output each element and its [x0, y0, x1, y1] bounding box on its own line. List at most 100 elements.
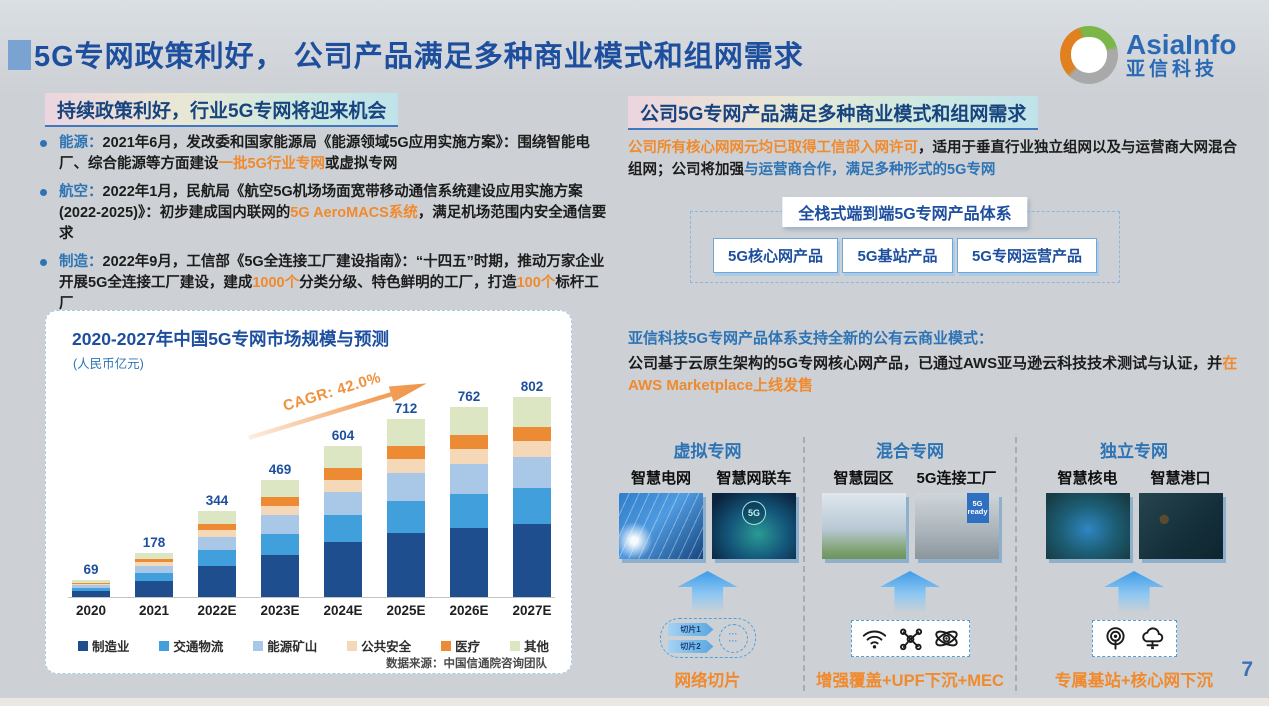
bullet-icon [40, 140, 47, 147]
network-slice-icon: 切片1 切片2 ··· ··· [659, 618, 756, 658]
cloud-heading: 亚信科技5G专网产品体系支持全新的公有云商业模式： [628, 330, 994, 347]
slice-chip: 切片1 [667, 623, 714, 636]
legend-swatch-icon [78, 640, 88, 651]
slide-title: 5G专网政策利好， 公司产品满足多种商业模式和组网需求 [34, 41, 804, 73]
legend-swatch-icon [347, 640, 358, 651]
bar-stack [135, 552, 173, 597]
bar-column: 802 [509, 379, 555, 597]
bar-segment [450, 448, 488, 464]
banner-text: 5G [972, 498, 983, 508]
text-segment: 公司所有核心网网元均已取得工信部入网许可 [628, 140, 918, 156]
chart-legend: 制造业 交通物流 能源矿山 公共安全 医疗 其他 [78, 636, 549, 655]
text-segment: 制造： [59, 254, 103, 271]
bar-segment [513, 488, 551, 525]
bar-segment [261, 533, 299, 555]
atom-icon [933, 625, 960, 652]
asiainfo-logo-icon [1060, 26, 1118, 84]
text-segment: ，满足机场范围内安全通信要求 [59, 205, 607, 243]
bar-total-label: 762 [457, 388, 481, 404]
bar-column: 712 [383, 401, 429, 597]
product-box: 5G专网运营产品 [956, 238, 1097, 273]
chart-bars: 69 178 344 469 604 712 762 802 [68, 379, 555, 597]
legend-label: 其他 [523, 640, 549, 654]
legend-label: 公共安全 [361, 640, 412, 654]
bar-column: 69 [68, 562, 114, 597]
tech-icon-strip [1091, 618, 1177, 658]
bar-total-label: 712 [394, 401, 418, 416]
x-tick-label: 2025E [386, 603, 426, 618]
product-box: 5G核心网产品 [713, 238, 839, 273]
bar-column: 762 [446, 388, 492, 597]
text-segment: 分类分级、特色鲜明的工厂，打造 [299, 275, 517, 292]
right-section-header: 公司5G专网产品满足多种商业模式和组网需求 [628, 96, 1039, 130]
bar-segment [198, 511, 236, 524]
bar-segment [387, 472, 425, 501]
header-background [0, 0, 1269, 96]
network-mode-column: 独立专网 智慧核电 智慧港口 专属基站+核心网下沉 [1015, 437, 1251, 691]
cloud-network-icon [1138, 625, 1167, 652]
policy-bullet: 能源：2021年6月，发改委和国家能源局《能源领域5G应用实施方案》：围绕智能电… [32, 133, 610, 175]
legend-swatch-icon [159, 640, 170, 651]
bullet-icon [40, 189, 47, 197]
tech-label: 增强覆盖+UPF下沉+MEC [816, 672, 1004, 690]
bar-segment [387, 458, 425, 473]
slice-chip: 切片2 [667, 640, 714, 653]
use-case-label: 智慧港口 [1150, 470, 1211, 487]
tech-icon-strip [850, 618, 970, 658]
use-case-row: 智慧园区 5G连接工厂 5G ready [821, 467, 999, 559]
use-case-row: 智慧电网 智慧网联车 5G [619, 467, 796, 559]
chart-unit-label: (人民币亿元) [73, 357, 144, 371]
bullet-text: 制造：2022年9月，工信部《5G全连接工厂建设指南》：“十四五”时期，推动万家… [59, 254, 604, 312]
slice-chips: 切片1 切片2 [667, 623, 714, 653]
product-system-title: 全栈式端到端5G专网产品体系 [782, 197, 1028, 227]
use-case-label: 智慧园区 [833, 470, 894, 487]
5g-factory-photo: 5G ready [914, 493, 999, 559]
bar-segment [261, 497, 299, 506]
text-segment: 一批5G行业专网 [218, 156, 325, 173]
bar-segment [135, 580, 173, 597]
text-segment: ，适用于垂直行业独立组网以及与运营商大网混合组网；公司将加强 [628, 140, 1237, 178]
tech-label: 专属基站+核心网下沉 [1054, 672, 1214, 690]
legend-item: 医疗 [441, 636, 480, 655]
bullet-text: 能源：2021年6月，发改委和国家能源局《能源领域5G应用实施方案》：围绕智能电… [59, 135, 590, 172]
asiainfo-logo-inner [1071, 37, 1107, 73]
bar-segment [135, 559, 173, 563]
cloud-body: 公司基于云原生架构的5G专网核心网产品，已通过AWS亚马逊云科技技术测试与认证，… [628, 355, 1237, 395]
bar-segment [135, 565, 173, 573]
up-arrow-icon [880, 571, 940, 613]
tech-label: 网络切片 [674, 672, 741, 690]
bar-stack [513, 396, 551, 597]
bar-segment [72, 582, 110, 584]
bar-segment [387, 419, 425, 446]
x-tick-label: 2021 [138, 603, 170, 618]
market-chart-card: 2020-2027年中国5G专网市场规模与预测 (人民币亿元) CAGR: 42… [45, 310, 572, 674]
bar-stack [450, 406, 488, 597]
x-tick-label: 2022E [197, 603, 237, 618]
bar-column: 604 [320, 428, 366, 597]
bar-segment [324, 542, 362, 597]
logo-name-cn: 亚信科技 [1126, 58, 1219, 80]
text-segment: 5G AeroMACS系统 [290, 205, 418, 222]
product-box: 5G基站产品 [842, 238, 953, 273]
molecule-icon [897, 625, 924, 652]
chart-title: 2020-2027年中国5G专网市场规模与预测 [72, 329, 390, 349]
bar-segment [450, 527, 488, 597]
connected-car-photo: 5G [712, 493, 796, 559]
mode-title: 混合专网 [876, 442, 944, 461]
legend-item: 能源矿山 [253, 636, 317, 655]
legend-item: 交通物流 [159, 636, 223, 655]
bar-segment [198, 530, 236, 537]
photo-5g-ready-banner: 5G ready [966, 493, 989, 523]
bar-segment [72, 585, 110, 588]
tech-icon-strip: 切片1 切片2 ··· ··· [659, 618, 756, 658]
bar-total-label: 469 [268, 461, 292, 477]
bar-segment [387, 532, 425, 597]
bar-segment [324, 491, 362, 515]
policy-bullet-list: 能源：2021年6月，发改委和国家能源局《能源领域5G应用实施方案》：围绕智能电… [32, 133, 610, 322]
bar-segment [513, 396, 551, 427]
title-marker [8, 40, 31, 70]
text-segment: 1000个 [252, 275, 300, 292]
photo-5g-badge: 5G [742, 501, 766, 525]
text-segment: 100个 [516, 275, 556, 292]
